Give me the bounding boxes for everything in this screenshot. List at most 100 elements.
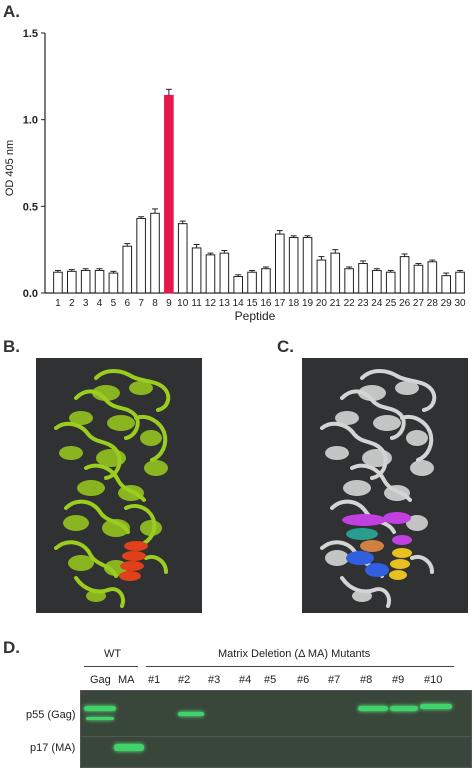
bar-peptide-28 xyxy=(427,261,438,294)
x-tick-label: 9 xyxy=(166,298,172,309)
bar-peptide-24 xyxy=(372,269,382,294)
x-tick-label: 27 xyxy=(413,298,425,309)
lane-label-1: Gag xyxy=(90,674,111,686)
x-tick-label: 25 xyxy=(385,298,397,309)
bar-peptide-15 xyxy=(247,271,257,294)
protein-structure-grey xyxy=(320,369,437,608)
band-gag-wt-lower xyxy=(86,717,114,720)
lane-label-5: #3 xyxy=(208,674,221,686)
band-gag-mutant-8 xyxy=(358,706,388,711)
lane-label-12: #10 xyxy=(424,674,443,686)
band-gag-mutant-10 xyxy=(420,704,452,709)
lane-label-4: #2 xyxy=(178,674,191,686)
y-tick-label: 1.0 xyxy=(23,115,38,127)
y-tick-label: 1.5 xyxy=(23,28,38,40)
x-tick-label: 14 xyxy=(233,298,245,309)
wt-underline xyxy=(84,666,138,667)
lane-label-10: #8 xyxy=(360,674,373,686)
bar-peptide-5 xyxy=(108,272,119,294)
bar-peptide-11 xyxy=(191,247,202,294)
blot-strip-p17 xyxy=(80,736,472,768)
lane-label-9: #7 xyxy=(328,674,341,686)
bar-peptide-21 xyxy=(330,252,341,294)
wt-header: WT xyxy=(104,648,122,660)
panel-label-b: B. xyxy=(3,337,20,356)
structure-panel-b xyxy=(36,358,202,613)
lane-label-8: #6 xyxy=(297,674,310,686)
mutants-header: Matrix Deletion (Δ MA) Mutants xyxy=(218,648,371,660)
bar-peptide-8 xyxy=(150,212,160,294)
x-tick-label: 8 xyxy=(152,298,158,309)
x-tick-label: 15 xyxy=(247,298,259,309)
mutants-underline xyxy=(146,666,454,667)
lane-label-3: #1 xyxy=(148,674,161,686)
western-blot: WT Matrix Deletion (Δ MA) Mutants Gag MA #… xyxy=(0,640,474,769)
band-gag-wt xyxy=(84,706,116,711)
x-tick-label: 23 xyxy=(357,298,369,309)
bar-peptide-17 xyxy=(275,233,285,294)
x-tick-label: 24 xyxy=(371,298,383,309)
x-tick-label: 28 xyxy=(427,298,439,309)
bar-chart: 0.00.51.01.51 2 3 4 5 6 7 8 9 10 11 12 13 14 15 16 17 18 1… xyxy=(4,28,467,323)
bar-peptide-16 xyxy=(261,268,271,294)
bar-peptide-3 xyxy=(80,269,91,294)
blot-strip-p55 xyxy=(80,690,472,738)
bar-peptide-14 xyxy=(233,276,243,294)
x-tick-label: 21 xyxy=(330,298,342,309)
x-tick-label: 3 xyxy=(83,298,89,309)
bar-peptide-7 xyxy=(136,217,146,294)
lane-label-7: #5 xyxy=(264,674,277,686)
x-tick-label: 18 xyxy=(288,298,300,309)
bar-peptide-6 xyxy=(122,245,133,294)
x-tick-label: 11 xyxy=(191,298,202,309)
bar-peptide-30 xyxy=(455,271,465,294)
bar-peptide-13 xyxy=(219,252,230,294)
bar-peptide-10 xyxy=(177,223,188,294)
band-gag-mutant-9 xyxy=(390,706,418,711)
x-tick-label: 30 xyxy=(455,298,467,309)
x-tick-label: 20 xyxy=(316,298,328,309)
x-tick-label: 10 xyxy=(177,298,189,309)
lane-label-2: MA xyxy=(118,674,135,686)
bar-peptide-1 xyxy=(53,271,63,294)
x-tick-label: 2 xyxy=(69,298,75,309)
x-tick-label: 5 xyxy=(111,298,117,309)
x-tick-label: 19 xyxy=(302,298,314,309)
x-tick-label: 7 xyxy=(138,298,144,309)
bar-peptide-20 xyxy=(316,259,327,294)
bar-peptide-29 xyxy=(441,275,451,294)
bar-peptide-4 xyxy=(94,269,105,294)
row-label-p17: p17 (MA) xyxy=(30,742,76,754)
bar-peptide-19 xyxy=(302,237,313,294)
bar-peptide-25 xyxy=(385,271,396,294)
x-tick-label: 22 xyxy=(344,298,356,309)
panel-label-d: D. xyxy=(3,638,20,657)
bar-peptide-12 xyxy=(205,254,216,294)
bar-peptide-23 xyxy=(358,263,368,294)
x-axis-label: Peptide xyxy=(235,309,276,323)
bar-peptide-9 xyxy=(164,94,174,294)
row-label-p55: p55 (Gag) xyxy=(26,709,76,721)
x-tick-label: 12 xyxy=(205,298,217,309)
bar-peptide-2 xyxy=(67,270,77,294)
lane-label-11: #9 xyxy=(392,674,405,686)
bar-peptide-27 xyxy=(413,264,424,294)
y-tick-label: 0.5 xyxy=(23,201,38,213)
bar-peptide-22 xyxy=(344,268,354,294)
panel-label-a: A. xyxy=(3,2,20,21)
panel-label-c: C. xyxy=(277,337,294,356)
protein-structure-green xyxy=(54,369,171,608)
y-axis-label: OD 405 nm xyxy=(4,140,16,196)
x-tick-label: 4 xyxy=(97,298,103,309)
x-tick-label: 26 xyxy=(399,298,411,309)
bar-peptide-26 xyxy=(399,256,410,294)
x-tick-label: 6 xyxy=(124,298,130,309)
x-tick-label: 29 xyxy=(441,298,453,309)
y-tick-label: 0.0 xyxy=(23,288,38,300)
x-tick-label: 17 xyxy=(274,298,286,309)
bar-peptide-18 xyxy=(288,237,299,294)
x-tick-label: 1 xyxy=(55,298,61,309)
x-tick-label: 13 xyxy=(219,298,231,309)
lane-label-6: #4 xyxy=(239,674,252,686)
band-ma-wt xyxy=(114,744,144,751)
